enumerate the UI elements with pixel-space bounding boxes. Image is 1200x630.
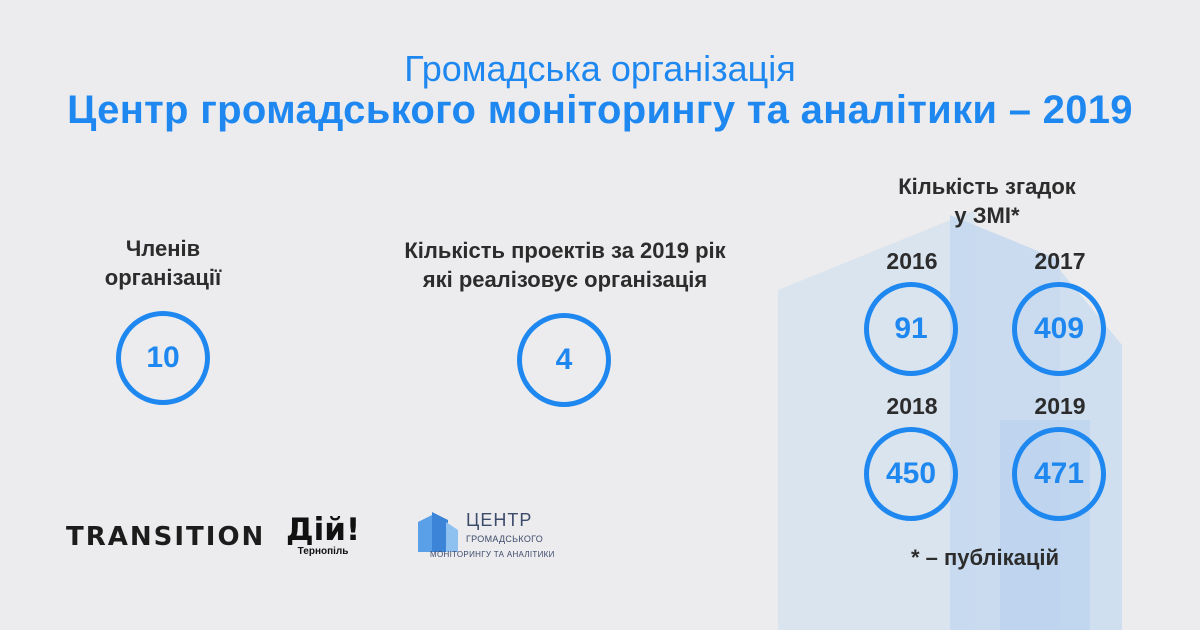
- media-label-line1: Кількість згадок: [898, 174, 1076, 199]
- media-year-2018: 2018: [886, 393, 938, 419]
- media-value-2017-circle: 409: [1012, 282, 1106, 376]
- cgma-logo-line1: ЦЕНТР: [466, 510, 533, 530]
- media-value-2019-circle: 471: [1012, 427, 1106, 521]
- cgma-logo-line2: ГРОМАДСЬКОГО: [466, 534, 544, 544]
- media-footnote: * – публікацій: [910, 545, 1060, 570]
- transition-logo: TRANSITION: [66, 522, 266, 552]
- cgma-logo: ЦЕНТР ГРОМАДСЬКОГО МОНІТОРИНГУ ТА АНАЛІТ…: [416, 506, 554, 562]
- members-value-circle: 10: [116, 311, 210, 405]
- projects-label: Кількість проектів за 2019 рік які реалі…: [344, 236, 786, 294]
- projects-label-line2: які реалізовує організація: [422, 267, 708, 292]
- media-label: Кількість згадок у ЗМІ*: [840, 172, 1134, 230]
- members-label-line2: організації: [104, 265, 222, 290]
- media-year-2017: 2017: [1034, 248, 1086, 274]
- diy-logo-city: Тернопіль: [297, 546, 349, 557]
- cgma-logo-buildings-icon: [418, 512, 458, 552]
- page-title: Центр громадського моніторингу та аналіт…: [67, 88, 1133, 132]
- members-label: Членів організації: [60, 234, 266, 292]
- diy-logo: Дій! Тернопіль: [286, 512, 360, 557]
- media-year-2016: 2016: [886, 248, 938, 274]
- members-label-line1: Членів: [125, 236, 201, 261]
- cgma-logo-line3: МОНІТОРИНГУ ТА АНАЛІТИКИ: [430, 550, 555, 559]
- header-subtitle: Громадська організація: [404, 48, 796, 89]
- media-value-2016-circle: 91: [864, 282, 958, 376]
- media-value-2018-circle: 450: [864, 427, 958, 521]
- projects-label-line1: Кількість проектів за 2019 рік: [404, 238, 726, 263]
- projects-value-circle: 4: [517, 313, 611, 407]
- media-label-line2: у ЗМІ*: [954, 203, 1020, 228]
- media-year-2019: 2019: [1034, 393, 1086, 419]
- diy-logo-mark: Дій!: [286, 512, 361, 548]
